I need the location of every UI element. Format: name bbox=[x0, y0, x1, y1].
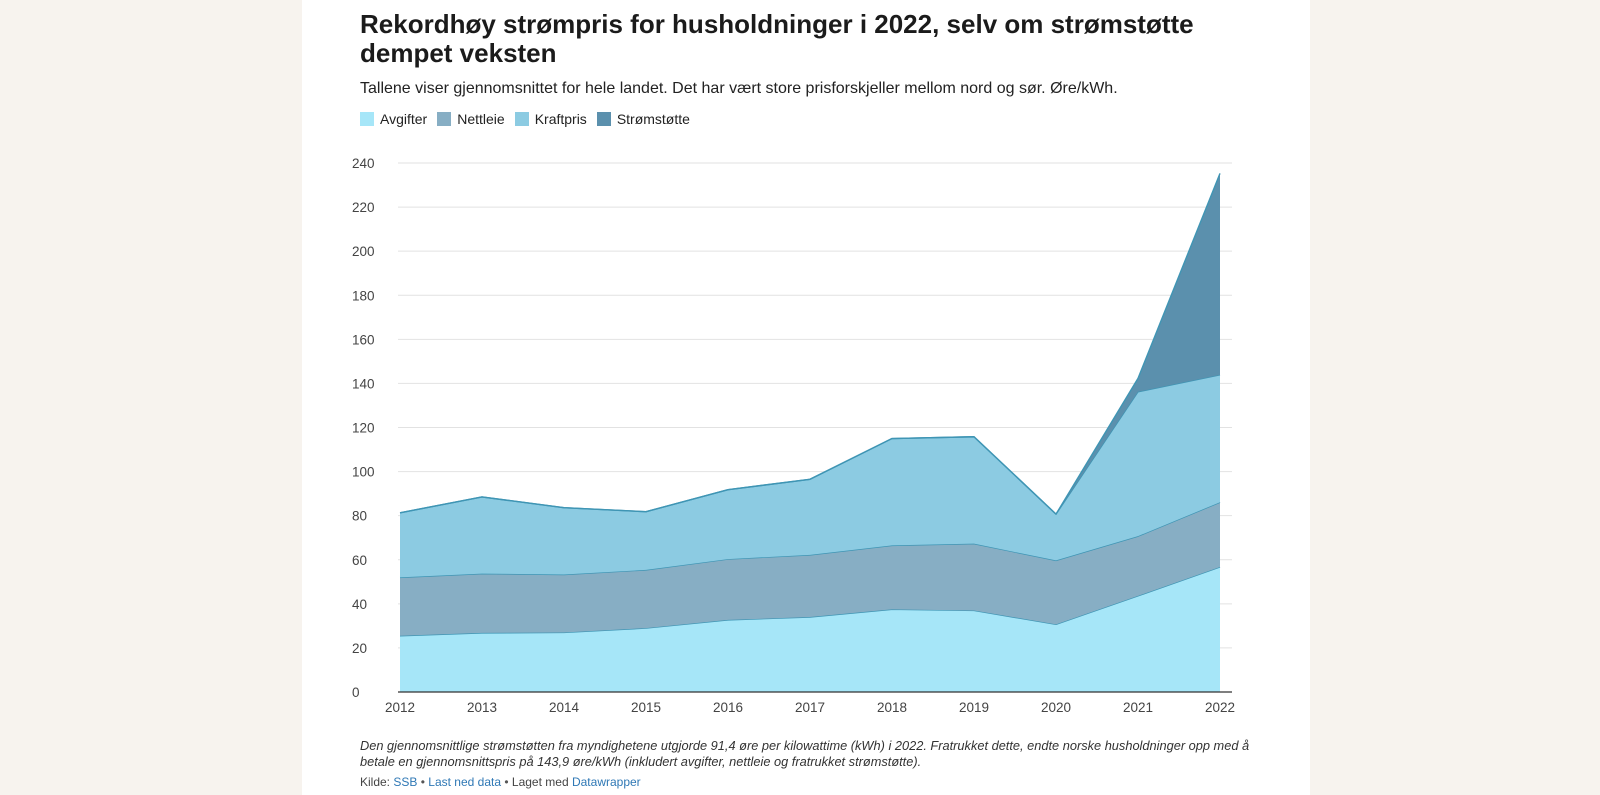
legend-item-avgifter: Avgifter bbox=[360, 110, 427, 128]
chart-subtitle: Tallene viser gjennomsnittet for hele la… bbox=[360, 80, 1118, 97]
separator-2: • bbox=[504, 775, 509, 789]
area-kraftpris bbox=[400, 374, 1220, 578]
legend-swatch-stromstotte bbox=[596, 112, 611, 126]
legend-label-stromstotte: Strømstøtte bbox=[616, 111, 690, 127]
x-tick-label: 2012 bbox=[385, 700, 415, 715]
y-tick-label: 100 bbox=[352, 465, 375, 480]
legend-swatch-kraftpris bbox=[514, 112, 529, 126]
area-nettleie bbox=[400, 502, 1220, 636]
x-tick-label: 2016 bbox=[713, 700, 743, 715]
source-link[interactable]: SSB bbox=[393, 775, 418, 789]
area-series bbox=[399, 173, 1221, 692]
legend-label-kraftpris: Kraftpris bbox=[534, 111, 587, 127]
x-tick-label: 2021 bbox=[1123, 700, 1153, 715]
chart-card: Rekordhøy strømpris for husholdninger i … bbox=[302, 0, 1310, 795]
area-edge-stromstotte bbox=[399, 173, 1221, 515]
separator-1: • bbox=[420, 775, 425, 789]
legend-label-nettleie: Nettleie bbox=[457, 111, 505, 127]
made-with-label: Laget med bbox=[511, 775, 569, 789]
x-tick-label: 2013 bbox=[467, 700, 497, 715]
x-tick-label: 2015 bbox=[631, 700, 661, 715]
y-tick-label: 220 bbox=[352, 200, 375, 215]
legend-item-nettleie: Nettleie bbox=[437, 110, 505, 128]
datawrapper-link[interactable]: Datawrapper bbox=[571, 775, 641, 789]
x-tick-label: 2019 bbox=[959, 700, 989, 715]
legend-label-avgifter: Avgifter bbox=[380, 111, 428, 127]
download-data-link[interactable]: Last ned data bbox=[428, 775, 502, 789]
y-tick-label: 80 bbox=[352, 509, 367, 524]
x-tick-label: 2017 bbox=[795, 700, 825, 715]
x-tick-label: 2020 bbox=[1041, 700, 1071, 715]
x-tick-label: 2022 bbox=[1205, 700, 1235, 715]
source-label: Kilde: bbox=[360, 775, 391, 789]
y-tick-label: 20 bbox=[352, 641, 367, 656]
y-tick-label: 180 bbox=[352, 288, 375, 303]
x-tick-label: 2014 bbox=[549, 700, 580, 715]
stacked-area-chart: 0 20 40 60 80 100 120 140 160 180 200 220 240 2012 201… bbox=[352, 156, 1235, 715]
chart-legend: Avgifter Nettleie Kraftpris Strømstøtte bbox=[360, 110, 690, 128]
y-tick-label: 120 bbox=[352, 421, 375, 436]
source-line: Kilde: SSB • Last ned data • Laget med D… bbox=[360, 775, 641, 790]
y-tick-label: 60 bbox=[352, 553, 367, 568]
y-tick-label: 0 bbox=[352, 685, 360, 700]
axes: 0 20 40 60 80 100 120 140 160 180 200 220 240 2012 201… bbox=[352, 156, 1235, 715]
legend-swatch-avgifter bbox=[360, 112, 374, 126]
chart-footnote: Den gjennomsnittlige strømstøtten fra my… bbox=[360, 738, 1250, 769]
legend-item-stromstotte: Strømstøtte bbox=[596, 110, 690, 128]
page-title: Rekordhøy strømpris for husholdninger i … bbox=[360, 9, 1194, 68]
x-tick-label: 2018 bbox=[877, 700, 907, 715]
y-tick-label: 160 bbox=[352, 332, 375, 347]
y-tick-label: 140 bbox=[352, 376, 375, 391]
y-tick-label: 40 bbox=[352, 597, 367, 612]
area-avgifter bbox=[400, 567, 1220, 692]
legend-swatch-nettleie bbox=[437, 112, 452, 126]
y-tick-label: 200 bbox=[352, 244, 375, 259]
y-tick-label: 240 bbox=[352, 156, 375, 171]
legend-item-kraftpris: Kraftpris bbox=[514, 110, 587, 128]
